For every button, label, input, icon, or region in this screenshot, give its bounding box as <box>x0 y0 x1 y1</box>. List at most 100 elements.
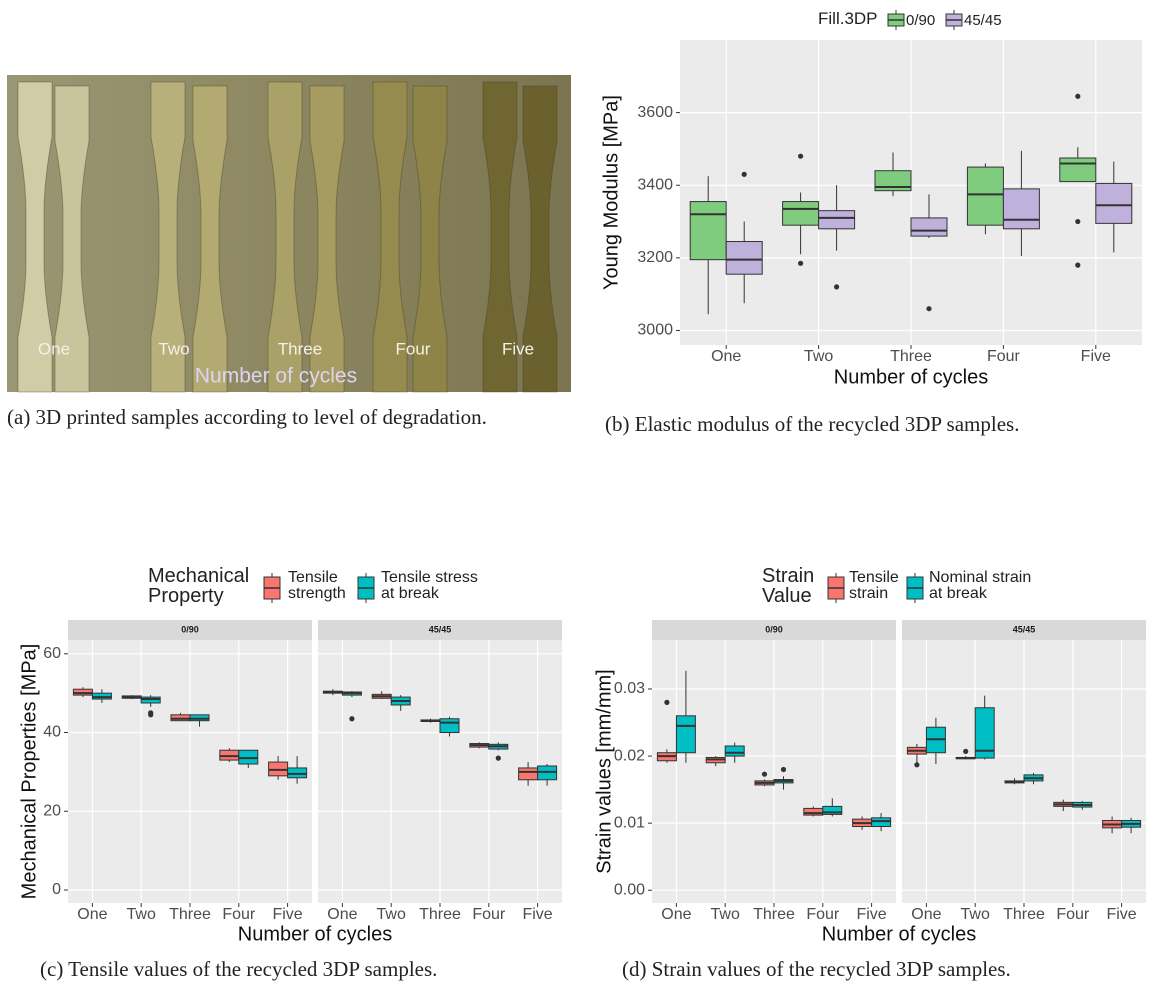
y-tick-label: 0.03 <box>614 680 645 697</box>
y-tick-label: 3400 <box>637 176 673 193</box>
box <box>724 745 745 757</box>
photo-label: Two <box>158 339 189 358</box>
x-tick-label: Two <box>377 906 406 923</box>
legend-label: Tensile strength <box>288 570 346 602</box>
y-axis-title: Young Modulus [MPa] <box>600 95 622 290</box>
photo-label: One <box>38 339 70 358</box>
outlier <box>914 762 920 768</box>
box <box>871 817 892 828</box>
outlier <box>834 284 840 290</box>
y-tick-label: 60 <box>43 645 61 662</box>
outlier <box>926 306 932 312</box>
legend-label: 45/45 <box>964 13 1002 29</box>
specimen <box>54 85 90 393</box>
specimens <box>17 81 558 393</box>
box <box>910 217 948 237</box>
specimen <box>372 81 408 393</box>
legend-title-box: Mechanical Property <box>148 566 250 607</box>
x-tick-label: Five <box>856 906 886 923</box>
outlier <box>495 755 501 761</box>
legend-title: Strain Value <box>762 566 815 607</box>
box <box>1095 182 1133 224</box>
box <box>874 170 912 192</box>
photo-label: Five <box>502 339 534 358</box>
legend-title-box: Fill.3DP <box>818 10 878 28</box>
specimen <box>17 81 53 393</box>
photo-label: Three <box>278 339 322 358</box>
outlier <box>741 171 747 177</box>
legend-label-box: 0/90 <box>906 13 936 29</box>
y-tick-label: 40 <box>43 724 61 741</box>
y-tick-label: 3000 <box>637 322 673 339</box>
caption: (b) Elastic modulus of the recycled 3DP … <box>605 412 1020 436</box>
y-tick-label: 0 <box>52 881 61 898</box>
y-axis-title: Mechanical Properties [MPa] <box>18 644 40 900</box>
legend-label-box: Tensile stress at break <box>381 570 478 602</box>
box <box>803 807 824 816</box>
x-tick-label: Two <box>961 906 990 923</box>
x-tick-label: Three <box>890 348 932 365</box>
facet-strip <box>318 620 562 640</box>
y-axis-title: Strain values [mm/mm] <box>593 669 615 873</box>
legend-label-box: 45/45 <box>964 13 1002 29</box>
outlier <box>798 260 804 266</box>
legend-title: Mechanical Property <box>148 566 250 607</box>
legend-label-box: Tensile strength <box>288 570 346 602</box>
x-axis-title: Number of cycles <box>834 366 989 388</box>
legend-label: Nominal strain at break <box>929 570 1032 602</box>
specimen <box>309 85 345 393</box>
specimen <box>482 81 518 393</box>
y-tick-label: 0.00 <box>614 881 645 898</box>
box <box>518 767 539 781</box>
photo-axis-label: Number of cycles <box>195 365 357 388</box>
facet-label: 0/90 <box>765 624 783 634</box>
specimen <box>192 85 228 393</box>
legend-label-box: Tensile strain <box>849 570 899 602</box>
outlier <box>664 699 670 705</box>
box <box>966 166 1004 226</box>
legend-label: Tensile strain <box>849 570 899 602</box>
box <box>725 241 763 275</box>
x-tick-label: Four <box>472 906 506 923</box>
outlier <box>1075 262 1081 268</box>
x-tick-label: Five <box>272 906 302 923</box>
y-tick-label: 20 <box>43 802 61 819</box>
y-tick-label: 0.02 <box>614 747 645 764</box>
legend-label-box: Nominal strain at break <box>929 570 1032 602</box>
facet-label: 45/45 <box>1013 624 1036 634</box>
x-tick-label: One <box>661 906 691 923</box>
specimen <box>267 81 303 393</box>
facet-label: 0/90 <box>181 624 199 634</box>
x-tick-label: Two <box>711 906 740 923</box>
box <box>689 201 727 261</box>
x-tick-label: Four <box>222 906 256 923</box>
facet-label: 45/45 <box>429 624 452 634</box>
x-tick-label: Three <box>753 906 795 923</box>
legend-label: Tensile stress at break <box>381 570 478 602</box>
photo-label: Four <box>396 339 431 358</box>
specimen <box>150 81 186 393</box>
box <box>1002 188 1040 230</box>
x-tick-label: Two <box>127 906 156 923</box>
legend-label: 0/90 <box>906 13 936 29</box>
box <box>818 210 856 230</box>
outlier <box>780 766 787 773</box>
outlier <box>798 153 804 159</box>
legend-title-box: Strain Value <box>762 566 815 607</box>
box <box>822 805 843 815</box>
box <box>1059 157 1097 183</box>
outlier <box>1075 218 1081 225</box>
x-axis-title: Number of cycles <box>238 923 393 945</box>
x-tick-label: Four <box>1056 906 1090 923</box>
box <box>439 718 460 734</box>
x-axis-title: Number of cycles <box>822 923 977 945</box>
caption: (a) 3D printed samples according to leve… <box>7 405 487 429</box>
legend-title: Fill.3DP <box>818 10 878 28</box>
x-tick-label: One <box>711 348 741 365</box>
x-tick-label: One <box>327 906 357 923</box>
x-tick-label: Two <box>804 348 833 365</box>
y-tick-label: 3600 <box>637 104 673 121</box>
specimen <box>412 85 448 393</box>
specimen <box>522 85 558 393</box>
